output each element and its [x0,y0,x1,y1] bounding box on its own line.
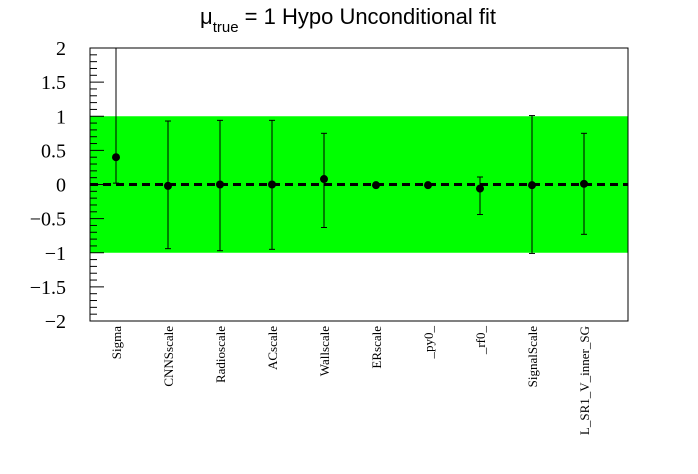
y-tick-label: 2 [56,38,66,60]
x-category-label: ACscale [265,326,280,370]
data-point [216,180,224,189]
data-point [424,181,432,190]
x-category-label: Radioscale [213,326,228,383]
x-category-label: L_SR1_V_inner_SG [577,326,592,435]
x-category-label: Wallscale [317,326,332,376]
data-point [580,179,588,188]
x-category-label: ERscale [369,326,384,369]
title-rest: = 1 Hypo Unconditional fit [239,4,496,29]
x-category-label: Sigma [109,326,124,359]
y-tick-label: −2 [45,311,66,333]
data-point [320,175,328,184]
plot-area: 2 1.5 1 0.5 0 −0.5 −1 −1.5 −2 Sigma CNNSscale Radio… [30,38,629,435]
chart-title: μtrue = 1 Hypo Unconditional fit [200,4,496,36]
data-point [164,181,172,190]
title-subscript: true [213,19,239,36]
data-point [268,180,276,189]
data-point [372,181,380,190]
y-tick-label: 1.5 [41,72,66,94]
data-point [112,153,120,162]
x-category-label: CNNSscale [161,326,176,387]
y-tick-label: −0.5 [30,209,66,231]
data-point [528,181,536,190]
y-tick-label: 1 [56,106,66,128]
y-tick-label: 0.5 [41,140,66,162]
data-point [476,184,484,193]
x-category-label: _rf0_ [473,326,488,356]
y-tick-label: −1 [45,243,66,265]
x-category-label: _py0_ [421,326,436,360]
x-category-label: SignalScale [525,326,540,388]
title-mu: μ [200,4,213,29]
y-tick-label: −1.5 [30,277,66,299]
y-tick-label: 0 [56,175,66,197]
